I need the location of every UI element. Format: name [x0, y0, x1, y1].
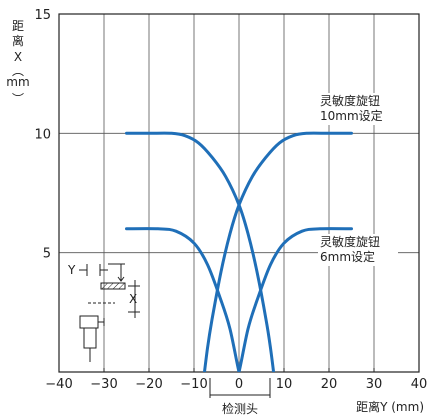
y-axis-label-char: mm: [6, 75, 29, 89]
series-line-right: [202, 131, 353, 372]
annotation-label: 10mm设定: [320, 108, 383, 123]
x-tick-label: 0: [235, 377, 243, 392]
y-tick-label: 10: [34, 127, 51, 142]
inset-x-label: X: [129, 292, 137, 306]
x-tick-label: −10: [180, 377, 207, 392]
curves: [125, 131, 353, 372]
series-line-right: [237, 227, 353, 372]
annotation-bg: [318, 93, 398, 125]
x-tick-label: 40: [411, 377, 428, 392]
y-axis-label-char: 离: [12, 33, 24, 48]
x-tick-label: 30: [366, 377, 383, 392]
y-axis-label-char: ︶: [12, 92, 24, 106]
y-axis-label-char: ︵: [12, 64, 24, 78]
annotation-bg: [318, 234, 398, 266]
annotation-label: 6mm设定: [320, 249, 375, 264]
series-line-left: [125, 227, 241, 372]
annotation-label: 灵敏度旋钮: [320, 234, 380, 249]
y-tick-label: 15: [34, 8, 51, 23]
x-tick-label: 20: [321, 377, 338, 392]
grid: [58, 13, 420, 373]
y-axis-label: 距离X︵mm ︶: [6, 19, 29, 106]
x-tick-label: −20: [135, 377, 162, 392]
y-tick-label: 5: [43, 247, 51, 262]
tick-labels: −40 −30 −20 −10 0 10 20 30 40 5 10 15: [34, 8, 427, 392]
detection-head-bracket: 检测头: [209, 378, 271, 416]
y-axis-label-char: X: [14, 50, 22, 64]
sensor-inset-diagram: Y X: [67, 263, 140, 362]
x-axis-label: 距离Y (mm): [356, 399, 424, 414]
annotation-label: 灵敏度旋钮: [320, 93, 380, 108]
x-tick-label: 10: [276, 377, 293, 392]
x-tick-label: −30: [90, 377, 117, 392]
x-tick-label: −40: [45, 377, 72, 392]
y-axis-label-char: 距: [12, 19, 24, 33]
series-line-left: [125, 131, 276, 372]
inset-y-label: Y: [67, 263, 76, 277]
detection-head-label: 检测头: [222, 401, 258, 416]
